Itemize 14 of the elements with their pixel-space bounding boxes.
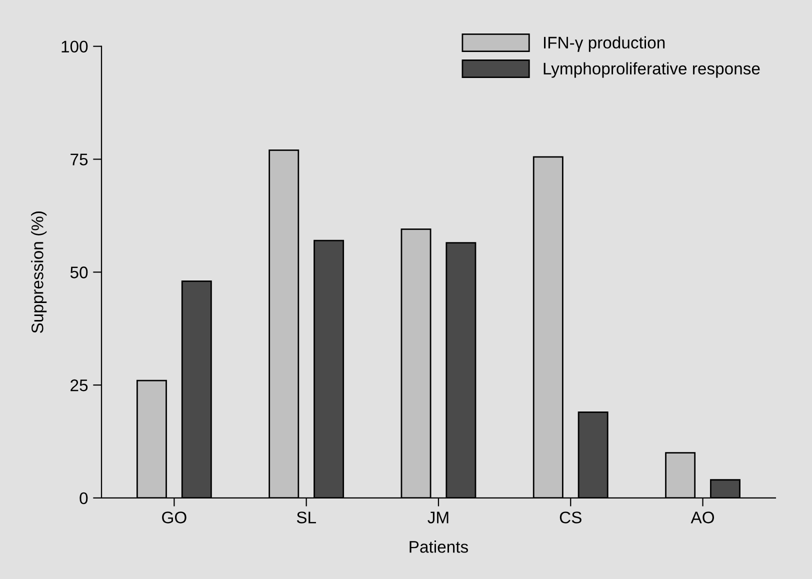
x-tick-label: GO: [162, 512, 186, 524]
x-tick-label: AO: [690, 512, 714, 524]
y-axis-title: Suppression (%): [31, 212, 47, 333]
legend-label: Lymphoproliferative response: [544, 62, 760, 78]
x-tick-label: CS: [560, 512, 582, 524]
y-tick-label: 75: [70, 154, 88, 166]
y-tick-label: 50: [70, 266, 88, 278]
y-tick-label: 0: [80, 492, 88, 504]
legend-label: IFN-γ production: [544, 36, 665, 52]
y-tick-label: 100: [62, 40, 88, 53]
y-tick-label: 25: [70, 379, 88, 392]
x-tick-label: JM: [428, 512, 448, 524]
x-axis-title: Patients: [410, 540, 468, 553]
x-tick-label: SL: [296, 512, 316, 524]
